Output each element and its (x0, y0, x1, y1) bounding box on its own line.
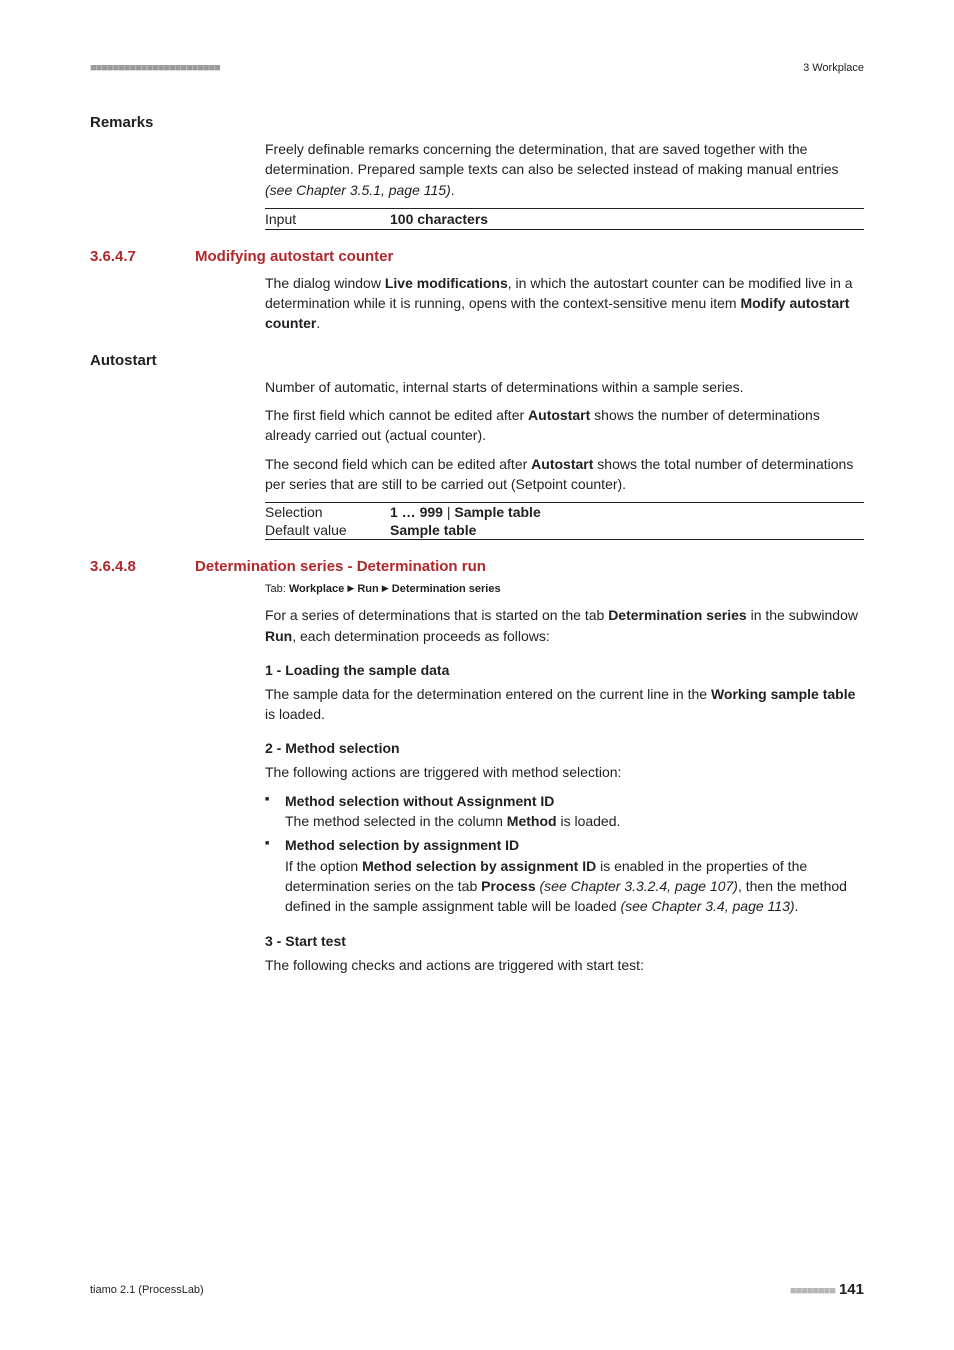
input-value: 100 characters (390, 211, 488, 227)
step2-heading: 2 - Method selection (265, 740, 864, 756)
footer-left: tiamo 2.1 (ProcessLab) (90, 1284, 204, 1296)
selection-value: 1 … 999 | Sample table (390, 504, 541, 520)
b1c: is loaded. (557, 813, 621, 829)
s1b: Working sample table (711, 686, 855, 702)
section-3647-title: Modifying autostart counter (195, 248, 393, 265)
remarks-input-row: Input 100 characters (265, 208, 864, 230)
autostart-heading: Autostart (90, 352, 864, 369)
remarks-text: Freely definable remarks concerning the … (265, 141, 839, 177)
tab-breadcrumb: Tab: Workplace ▶ Run ▶ Determination ser… (265, 583, 864, 595)
list-item: Method selection by assignment ID If the… (265, 835, 864, 916)
as-p2a: The first field which cannot be edited a… (265, 407, 528, 423)
b1h: Method selection without Assignment ID (285, 793, 554, 809)
tab-a: Workplace (289, 583, 344, 595)
b2d: Process (481, 878, 535, 894)
s3647-t5: . (316, 315, 320, 331)
p48b: Determination series (608, 607, 747, 623)
p48a: For a series of determinations that is s… (265, 607, 608, 623)
footer-right: ■■■■■■■■ 141 (790, 1281, 864, 1298)
as-p3b: Autostart (531, 456, 593, 472)
sv3: Sample table (454, 504, 540, 520)
step1-heading: 1 - Loading the sample data (265, 662, 864, 678)
sv1: 1 … 999 (390, 504, 443, 520)
p48c: in the subwindow (747, 607, 858, 623)
tab-prefix: Tab: (265, 583, 289, 595)
autostart-table: Selection 1 … 999 | Sample table Default… (265, 502, 864, 540)
autostart-para3: The second field which can be edited aft… (265, 454, 864, 495)
tri-icon: ▶ (382, 583, 389, 593)
input-label: Input (265, 211, 390, 227)
s3647-t2: Live modifications (385, 275, 508, 291)
remarks-ref: (see Chapter 3.5.1, page 115) (265, 182, 451, 198)
step2-intro: The following actions are triggered with… (265, 762, 864, 782)
b2b: Method selection by assignment ID (362, 858, 596, 874)
p48e: , each determination proceeds as follows… (292, 628, 550, 644)
autostart-para2: The first field which cannot be edited a… (265, 405, 864, 446)
default-value: Sample table (390, 522, 476, 538)
s3648-intro: For a series of determinations that is s… (265, 605, 864, 646)
section-3647-header: 3.6.4.7 Modifying autostart counter (90, 248, 864, 265)
section-3648-header: 3.6.4.8 Determination series - Determina… (90, 558, 864, 575)
s3647-t1: The dialog window (265, 275, 385, 291)
as-p3a: The second field which can be edited aft… (265, 456, 531, 472)
header-section-label: 3 Workplace (803, 62, 864, 74)
page-footer: tiamo 2.1 (ProcessLab) ■■■■■■■■ 141 (90, 1281, 864, 1298)
method-selection-list: Method selection without Assignment ID T… (265, 791, 864, 917)
b1a: The method selected in the column (285, 813, 507, 829)
remarks-period: . (451, 182, 455, 198)
tab-c: Determination series (392, 583, 501, 595)
p48d: Run (265, 628, 292, 644)
default-row: Default value Sample table (265, 521, 864, 539)
as-p2b: Autostart (528, 407, 590, 423)
s3647-para: The dialog window Live modifications, in… (265, 273, 864, 334)
page-number: 141 (839, 1281, 864, 1298)
header-dots: ■■■■■■■■■■■■■■■■■■■■■■■ (90, 62, 220, 74)
step3-heading: 3 - Start test (265, 933, 864, 949)
b2h: Method selection by assignment ID (285, 837, 519, 853)
autostart-para1: Number of automatic, internal starts of … (265, 377, 864, 397)
b2h2: (see Chapter 3.4, page 113) (620, 898, 794, 914)
footer-dots: ■■■■■■■■ (790, 1285, 835, 1297)
b1b: Method (507, 813, 557, 829)
section-3648-num: 3.6.4.8 (90, 558, 195, 575)
default-label: Default value (265, 522, 390, 538)
step3-intro: The following checks and actions are tri… (265, 955, 864, 975)
page-header: ■■■■■■■■■■■■■■■■■■■■■■■ 3 Workplace (90, 62, 864, 74)
selection-label: Selection (265, 504, 390, 520)
list-item: Method selection without Assignment ID T… (265, 791, 864, 832)
section-3647-num: 3.6.4.7 (90, 248, 195, 265)
section-3648-title: Determination series - Determination run (195, 558, 486, 575)
tab-b: Run (357, 583, 378, 595)
selection-row: Selection 1 … 999 | Sample table (265, 503, 864, 521)
remarks-heading: Remarks (90, 114, 864, 131)
sv2: | (443, 504, 454, 520)
b2a: If the option (285, 858, 362, 874)
s1c: is loaded. (265, 706, 325, 722)
s1a: The sample data for the determination en… (265, 686, 711, 702)
tri-icon: ▶ (347, 583, 354, 593)
remarks-paragraph: Freely definable remarks concerning the … (265, 139, 864, 200)
b2f: (see Chapter 3.3.2.4, page 107) (540, 878, 738, 894)
step1-para: The sample data for the determination en… (265, 684, 864, 725)
b2i: . (795, 898, 799, 914)
